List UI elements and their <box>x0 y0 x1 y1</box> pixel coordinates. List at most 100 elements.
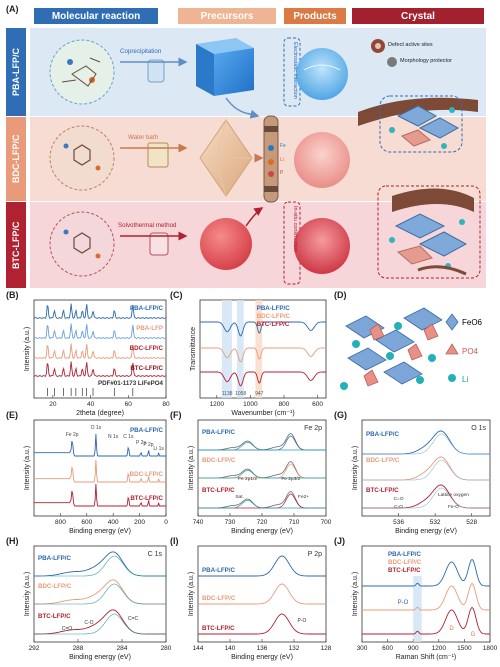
molecular-reaction-btc <box>49 211 115 277</box>
series-label: BDC-LFP/C <box>257 313 291 320</box>
x-tick-label: 800 <box>279 401 290 408</box>
x-tick-label: 1200 <box>432 645 447 652</box>
tube-furnace <box>263 115 279 203</box>
xrd-trace <box>33 323 167 340</box>
x-tick-label: 740 <box>193 519 204 526</box>
x-tick-label: 720 <box>257 519 268 526</box>
x-tick-label: 144 <box>193 645 204 652</box>
series-label: BTC-LFP/C <box>388 567 421 574</box>
series-label: PDF#01-1173 LiFePO4 <box>98 380 164 387</box>
molecular-reaction-pba <box>49 39 115 105</box>
y-axis-label: Intensity (a.u.) <box>24 327 31 371</box>
product-btc <box>294 218 350 274</box>
peak-label: C=O <box>62 626 73 632</box>
x-tick-label: 288 <box>73 645 84 652</box>
highlight-band <box>413 576 422 642</box>
x-tick-label: 528 <box>466 519 477 526</box>
x-tick-label: 700 <box>321 519 332 526</box>
defect-icon <box>371 39 385 53</box>
raman-trace <box>362 607 490 635</box>
p2p-trace <box>198 613 326 635</box>
series-label: BDC-LFP/C <box>366 457 400 464</box>
peak-label: P-O <box>398 600 409 606</box>
band-label: 1138 <box>222 391 233 397</box>
chart-h: 292 288 284 280 Binding energy (eV) Intensity… <box>24 545 172 661</box>
series-label: BTC-LFP/C <box>257 321 290 328</box>
peak-label: C=O <box>394 496 404 502</box>
annotation-morphology: Morphology protector <box>400 58 452 64</box>
legend-feo6-marker <box>445 313 459 331</box>
x-tick-label: 300 <box>357 645 368 652</box>
x-axis-label: Binding energy (eV) <box>231 528 293 535</box>
x-tick-label: 900 <box>408 645 419 652</box>
y-axis-label: Intensity (a.u.) <box>352 572 359 616</box>
x-tick-label: 800 <box>55 519 66 526</box>
plot-frame <box>33 545 167 643</box>
x-tick-label: 1200 <box>210 401 225 408</box>
peak-label: D <box>449 626 454 632</box>
series-label: BDC-LFP/C <box>202 595 236 602</box>
peak-label: C=C <box>128 616 139 622</box>
series-label: BTC-LFP/C <box>202 487 235 494</box>
fe2p-fit <box>198 499 326 509</box>
x-tick-label: 136 <box>257 645 268 652</box>
peak-label: C-O <box>84 620 93 626</box>
panel-d: FeO6 PO4 Li <box>334 300 494 400</box>
plot-frame <box>33 419 167 517</box>
chart-title: O 1s <box>471 425 486 432</box>
peak-label: P 2p <box>143 442 153 448</box>
x-tick-label: 128 <box>321 645 332 652</box>
chart-c: 1200 1000 800 600 Wavenumber (cm⁻¹) Transmitt… <box>190 299 327 417</box>
peak-label: Fe2+ <box>298 494 309 500</box>
fe2p-envelope <box>198 461 326 479</box>
y-axis-label: Intensity (a.u.) <box>188 446 195 490</box>
chart-g: 536 532 528 Binding energy (eV) Intensity (a… <box>352 419 491 535</box>
x-tick-label: 1500 <box>457 645 472 652</box>
panel-h-letter: (H) <box>6 536 19 546</box>
series-label: PBA-LFP/C <box>38 555 72 562</box>
o1s-fit <box>362 487 490 509</box>
series-label: PBA-LFP/C <box>257 305 291 312</box>
peak-label: Fe 2p3/2 <box>281 476 300 482</box>
series-label: PBA-LFP/C <box>202 567 236 574</box>
panel-g-letter: (G) <box>334 410 347 420</box>
fe2p-fit <box>198 469 326 479</box>
series-label: PBA-LFP <box>136 325 163 332</box>
p2p-trace <box>198 583 326 605</box>
header-precursors: Precursors <box>178 8 276 24</box>
panel-a-letter: (A) <box>6 4 19 14</box>
x-tick-label: 710 <box>289 519 300 526</box>
x-tick-label: 60 <box>125 401 133 408</box>
y-axis-label: Intensity (a.u.) <box>24 446 31 490</box>
panel-f-letter: (F) <box>170 410 182 420</box>
method-coprecipitation: Coprecipitation <box>120 48 162 55</box>
absorption-band <box>255 300 263 398</box>
panel-b-letter: (B) <box>6 290 19 300</box>
series-label: PBA-LFP/C <box>130 427 164 434</box>
plot-frame <box>361 545 491 643</box>
series-label: BDC-LFP/C <box>202 457 236 464</box>
panel-a: (A) Molecular reaction Precursors Produc… <box>0 0 500 290</box>
chart-title: P 2p <box>308 551 322 558</box>
legend-li: Li <box>462 375 468 384</box>
panel-i-letter: (I) <box>170 536 179 546</box>
legend-li-marker <box>448 374 456 382</box>
legend-feo6: FeO6 <box>462 318 483 327</box>
furnace-label-li: Li <box>280 157 284 163</box>
peak-label: Fe 2p <box>66 432 79 438</box>
annotation-electrostatic: Electrostatic interaction <box>292 42 298 99</box>
o1s-fit <box>362 459 490 481</box>
x-axis-label: Binding energy (eV) <box>69 654 131 661</box>
plot-frame <box>361 419 491 517</box>
chart-title: C 1s <box>148 551 163 558</box>
plot-frame <box>199 299 327 399</box>
x-tick-label: 0 <box>164 519 168 526</box>
y-axis-label: Intensity (a.u.) <box>24 572 31 616</box>
header-crystal: Crystal <box>352 8 484 24</box>
c1s-fit <box>34 613 166 635</box>
precursor-sphere <box>200 218 252 270</box>
x-tick-label: 20 <box>49 401 57 408</box>
peak-label: C 1s <box>123 434 134 440</box>
plot-frame <box>33 299 167 399</box>
peak-label: N 1s <box>108 434 119 440</box>
